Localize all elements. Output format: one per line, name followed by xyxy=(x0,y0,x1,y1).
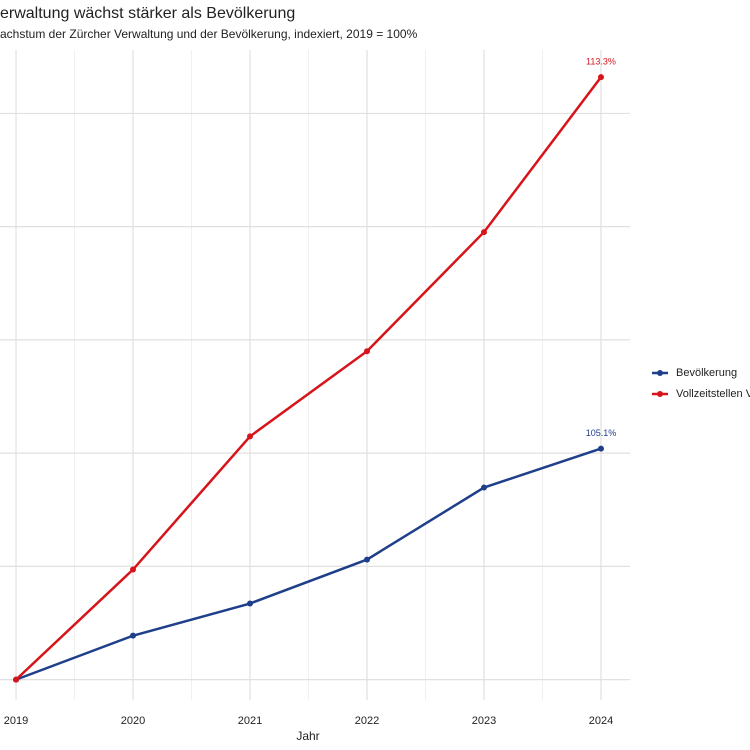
legend-label: Vollzeitstellen V xyxy=(676,388,750,400)
data-point xyxy=(480,484,487,491)
value-label: 113.3% xyxy=(586,57,616,67)
x-tick-label: 2020 xyxy=(121,715,145,727)
x-tick-label: 2023 xyxy=(472,715,496,727)
data-point xyxy=(247,600,254,607)
data-point xyxy=(130,566,137,573)
x-tick-label: 2024 xyxy=(589,715,613,727)
chart-subtitle: achstum der Zürcher Verwaltung und der B… xyxy=(0,27,418,41)
series-line xyxy=(15,447,602,681)
legend-label: Bevölkerung xyxy=(676,367,737,379)
data-point xyxy=(364,556,371,563)
x-tick-label: 2021 xyxy=(238,715,262,727)
data-point xyxy=(480,229,487,236)
legend-marker xyxy=(657,391,663,397)
chart-title: erwaltung wächst stärker als Bevölkerung xyxy=(0,5,295,22)
legend-marker xyxy=(657,370,663,376)
x-tick-label: 2022 xyxy=(355,715,379,727)
data-point xyxy=(597,445,604,452)
data-point xyxy=(247,433,254,440)
value-label: 105.1% xyxy=(586,428,617,438)
x-axis-label: Jahr xyxy=(296,729,319,743)
x-tick-label: 2019 xyxy=(4,715,28,727)
data-point xyxy=(130,632,137,639)
data-point xyxy=(13,676,20,683)
data-point xyxy=(364,348,371,355)
series-line xyxy=(15,76,602,681)
data-point xyxy=(597,74,604,81)
